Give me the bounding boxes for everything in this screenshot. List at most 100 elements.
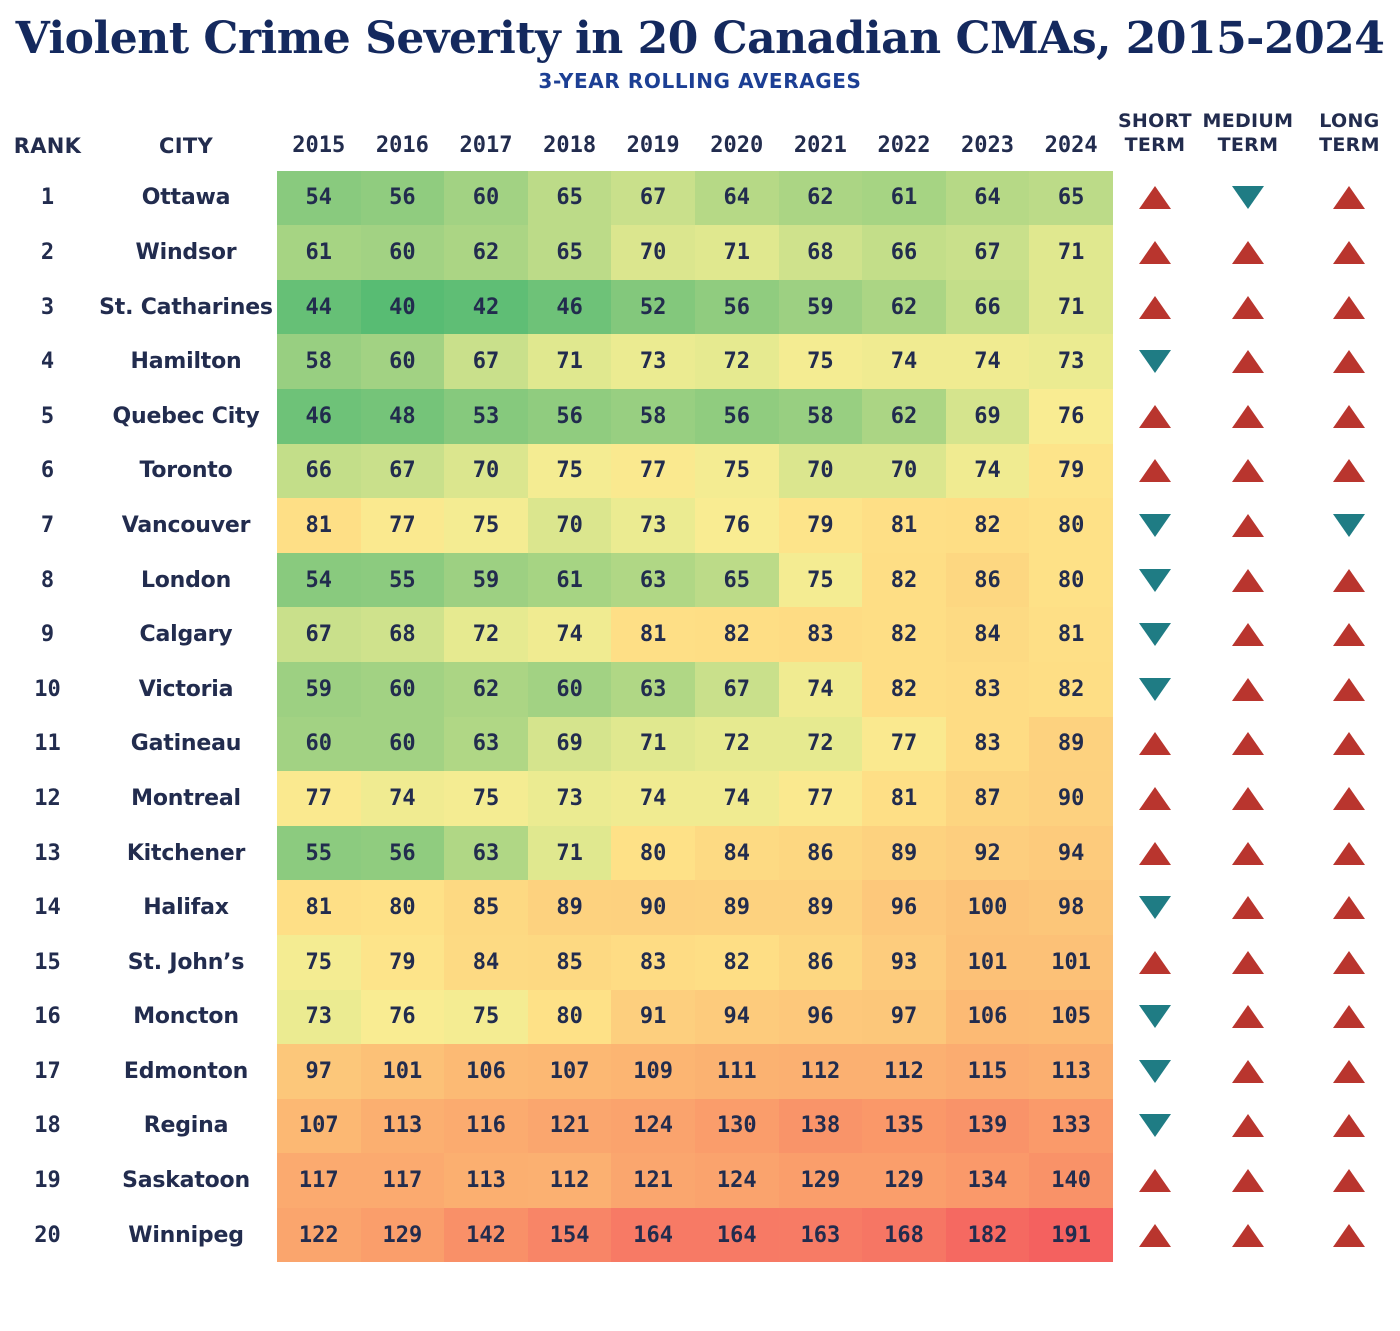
value-cell-2022: 66 xyxy=(862,225,946,280)
trend-cell xyxy=(1197,607,1299,662)
trend-cell xyxy=(1197,1044,1299,1099)
col-header-year-2021: 2021 xyxy=(793,132,847,158)
value-cell-2022: 96 xyxy=(862,880,946,935)
trend-up-icon xyxy=(1333,1114,1366,1138)
trend-up-icon xyxy=(1231,841,1264,865)
trend-cell xyxy=(1197,553,1299,608)
value-cell-2023: 134 xyxy=(945,1153,1030,1208)
trend-cell xyxy=(1113,935,1197,990)
value-cell-2019: 121 xyxy=(611,1153,695,1208)
value-cell-2022: 168 xyxy=(862,1207,946,1263)
trend-cell xyxy=(1197,444,1299,499)
value-cell-2021: 62 xyxy=(778,170,863,226)
trend-cell xyxy=(1299,990,1400,1045)
rank-cell: 15 xyxy=(34,949,61,975)
trend-cell xyxy=(1299,280,1400,335)
trend-cell xyxy=(1299,771,1400,826)
rank-cell: 2 xyxy=(40,239,55,265)
value-cell-2024: 80 xyxy=(1029,552,1113,608)
value-cell-2024: 89 xyxy=(1029,716,1113,772)
value-cell-2016: 77 xyxy=(360,498,445,553)
value-cell-2018: 75 xyxy=(527,443,612,499)
trend-cell xyxy=(1299,607,1400,662)
trend-cell xyxy=(1197,662,1299,717)
trend-up-icon xyxy=(1231,404,1264,428)
value-cell-2018: 74 xyxy=(527,607,612,662)
value-cell-2023: 84 xyxy=(945,607,1030,662)
value-cell-2015: 75 xyxy=(277,934,361,990)
trend-down-icon xyxy=(1138,350,1171,374)
rank-cell: 14 xyxy=(34,895,61,921)
value-cell-2021: 89 xyxy=(778,880,863,935)
trend-up-icon xyxy=(1333,623,1366,647)
value-cell-2015: 54 xyxy=(277,170,361,226)
value-cell-2016: 60 xyxy=(360,716,445,772)
trend-up-icon xyxy=(1231,1169,1264,1193)
city-cell: St. John’s xyxy=(127,949,245,975)
value-cell-2015: 60 xyxy=(277,716,361,772)
value-cell-2018: 154 xyxy=(527,1207,612,1263)
value-cell-2020: 89 xyxy=(694,880,779,935)
value-cell-2023: 101 xyxy=(945,934,1030,990)
value-cell-2016: 60 xyxy=(360,661,445,717)
value-cell-2020: 72 xyxy=(694,334,779,389)
value-cell-2015: 77 xyxy=(277,771,361,826)
value-cell-2016: 60 xyxy=(360,334,445,389)
value-cell-2016: 113 xyxy=(360,1098,445,1154)
city-cell: Montreal xyxy=(131,785,241,811)
trend-cell xyxy=(1113,498,1197,553)
value-cell-2022: 62 xyxy=(862,388,946,444)
value-cell-2018: 65 xyxy=(527,170,612,226)
value-cell-2020: 130 xyxy=(694,1098,779,1154)
trend-up-icon xyxy=(1231,677,1264,701)
value-cell-2015: 122 xyxy=(277,1207,361,1263)
value-cell-2022: 82 xyxy=(862,661,946,717)
rank-cell: 3 xyxy=(40,294,55,320)
trend-up-icon xyxy=(1138,186,1171,210)
city-cell: Calgary xyxy=(139,622,233,648)
value-cell-2019: 77 xyxy=(611,443,695,499)
value-cell-2017: 116 xyxy=(444,1098,528,1154)
value-cell-2024: 80 xyxy=(1029,498,1113,553)
trend-down-icon xyxy=(1333,513,1366,537)
trend-cell xyxy=(1299,717,1400,772)
trend-down-icon xyxy=(1138,513,1171,537)
value-cell-2024: 65 xyxy=(1029,170,1113,226)
value-cell-2024: 71 xyxy=(1029,225,1113,280)
trend-cell xyxy=(1113,225,1197,280)
trend-down-icon xyxy=(1138,568,1171,592)
value-cell-2022: 81 xyxy=(862,498,946,553)
value-cell-2020: 76 xyxy=(694,498,779,553)
col-header-year-2016: 2016 xyxy=(375,132,429,158)
trend-cell xyxy=(1197,717,1299,772)
value-cell-2017: 53 xyxy=(444,388,528,444)
value-cell-2018: 70 xyxy=(527,498,612,553)
trend-cell xyxy=(1299,935,1400,990)
trend-cell xyxy=(1197,389,1299,444)
trend-cell xyxy=(1113,171,1197,226)
col-header-medium-term: MEDIUM TERM xyxy=(1202,110,1294,156)
trend-up-icon xyxy=(1231,240,1264,264)
value-cell-2018: 73 xyxy=(527,771,612,826)
value-cell-2018: 71 xyxy=(527,825,612,881)
value-cell-2017: 62 xyxy=(444,661,528,717)
trend-cell xyxy=(1113,607,1197,662)
city-cell: Moncton xyxy=(133,1004,239,1030)
rank-cell: 12 xyxy=(34,785,61,811)
trend-down-icon xyxy=(1138,677,1171,701)
rank-cell: 13 xyxy=(34,840,61,866)
value-cell-2023: 74 xyxy=(945,334,1030,389)
value-cell-2019: 67 xyxy=(611,170,695,226)
rank-cell: 17 xyxy=(34,1058,61,1084)
value-cell-2022: 135 xyxy=(862,1098,946,1154)
value-cell-2020: 74 xyxy=(694,771,779,826)
trend-up-icon xyxy=(1333,677,1366,701)
value-cell-2016: 56 xyxy=(360,825,445,881)
value-cell-2019: 81 xyxy=(611,607,695,662)
value-cell-2020: 56 xyxy=(694,388,779,444)
value-cell-2023: 67 xyxy=(945,225,1030,280)
trend-cell xyxy=(1113,990,1197,1045)
trend-up-icon xyxy=(1231,568,1264,592)
value-cell-2023: 83 xyxy=(945,661,1030,717)
value-cell-2022: 81 xyxy=(862,771,946,826)
